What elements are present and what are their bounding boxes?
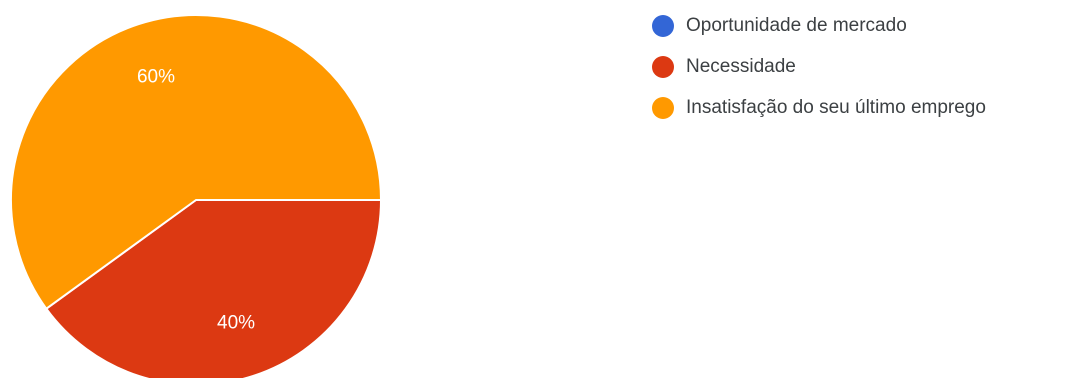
legend-item-insatisfacao[interactable]: Insatisfação do seu último emprego — [652, 94, 986, 121]
legend-swatch-necessidade — [652, 55, 674, 78]
legend-swatch-insatisfacao — [652, 96, 674, 119]
pie-slice-insatisfacao-do-seu-ultimo-emprego[interactable] — [10, 14, 383, 311]
pie-slice-labels: 40% 60% — [137, 66, 255, 333]
legend-item-oportunidade-de-mercado[interactable]: Oportunidade de mercado — [652, 12, 986, 39]
pie-slice-necessidade[interactable] — [44, 199, 383, 378]
legend-label-oportunidade-de-mercado: Oportunidade de mercado — [686, 14, 907, 36]
pie-slices — [10, 14, 383, 378]
legend-label-insatisfacao: Insatisfação do seu último emprego — [686, 96, 986, 118]
slice-label-necessidade: 40% — [217, 313, 255, 334]
legend-swatch-oportunidade-de-mercado — [652, 14, 674, 37]
legend-label-necessidade: Necessidade — [686, 55, 796, 77]
chart-legend: Oportunidade de mercado Necessidade Insa… — [652, 12, 986, 135]
legend-item-necessidade[interactable]: Necessidade — [652, 53, 986, 80]
slice-label-insatisfacao-do-seu-ultimo-emprego: 60% — [137, 66, 175, 87]
